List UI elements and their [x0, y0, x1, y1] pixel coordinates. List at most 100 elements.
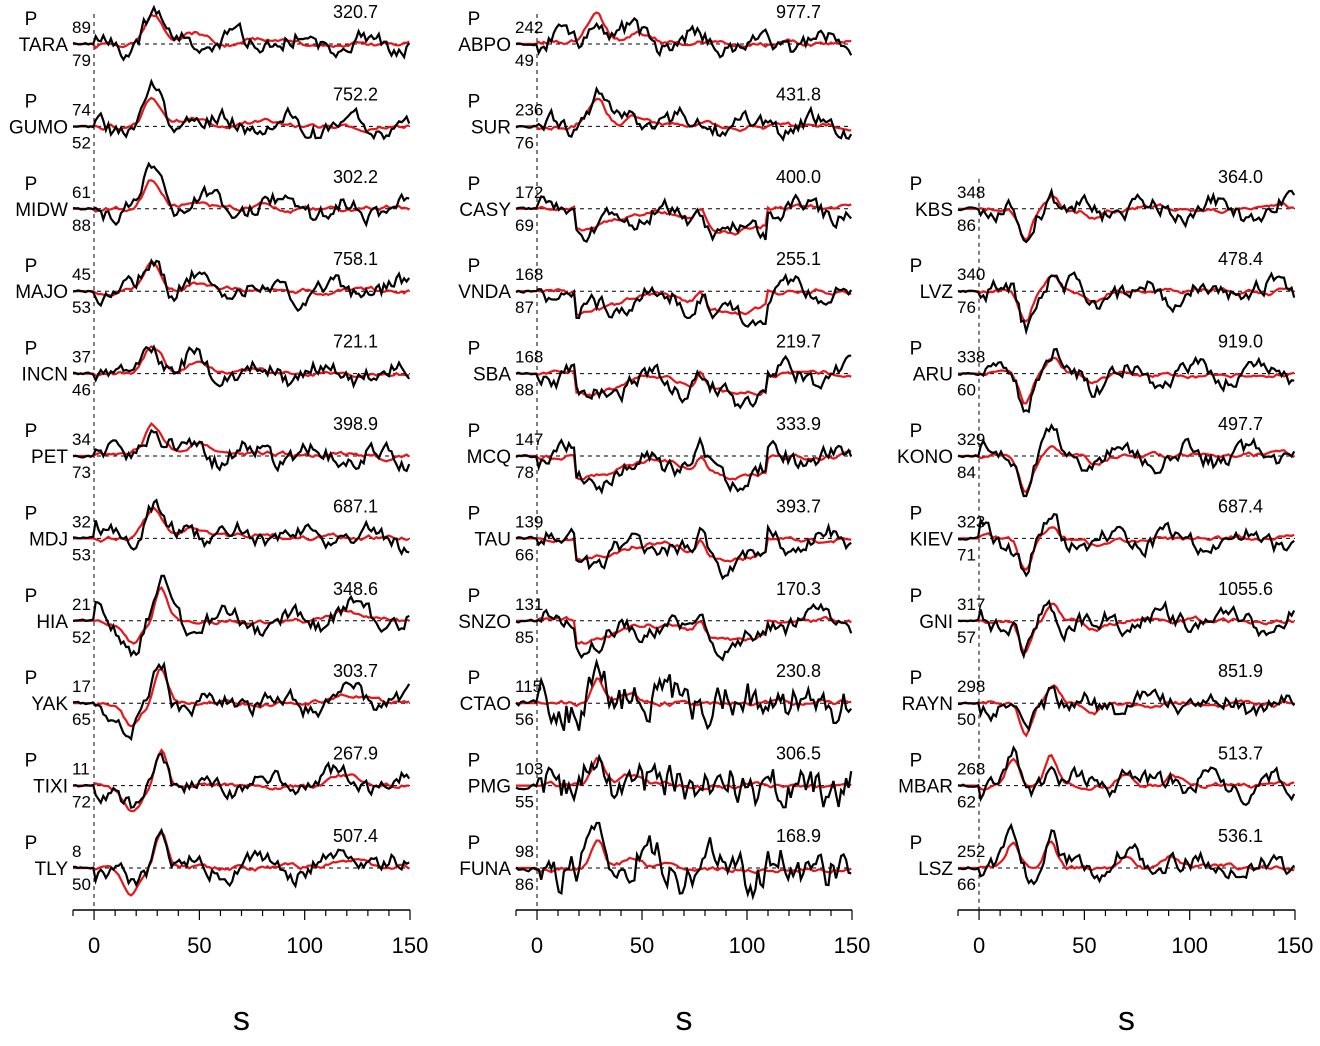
- observed-trace: [73, 827, 410, 889]
- station-distance: 50: [72, 875, 91, 894]
- peak-amplitude: 507.4: [333, 826, 378, 846]
- observed-trace: [72, 257, 411, 313]
- observed-trace: [957, 187, 1296, 244]
- peak-amplitude: 851.9: [1218, 661, 1263, 681]
- station-name: VNDA: [458, 282, 511, 303]
- station-name: SBA: [473, 365, 511, 386]
- station-name: TIXI: [33, 777, 68, 798]
- synthetic-trace: [73, 748, 410, 813]
- peak-amplitude: 721.1: [333, 332, 378, 352]
- station-azimuth: 103: [515, 760, 543, 779]
- phase-label: P: [25, 751, 38, 772]
- synthetic-trace: [516, 203, 852, 236]
- station-azimuth: 168: [515, 265, 543, 284]
- x-tick-label: 50: [630, 933, 654, 958]
- peak-amplitude: 320.7: [333, 2, 378, 22]
- peak-amplitude: 303.7: [333, 661, 378, 681]
- station-name: SNZO: [458, 612, 511, 633]
- station-azimuth: 298: [957, 677, 985, 696]
- station-distance: 76: [957, 298, 976, 317]
- observed-trace: [72, 574, 410, 658]
- x-tick-label: 150: [392, 933, 429, 958]
- synthetic-trace: [516, 369, 852, 397]
- phase-label: P: [910, 503, 923, 524]
- synthetic-trace: [958, 602, 1295, 653]
- peak-amplitude: 168.9: [776, 826, 821, 846]
- station-distance: 66: [515, 545, 534, 564]
- station-name: TARA: [19, 35, 69, 56]
- station-name: GNI: [919, 612, 953, 633]
- peak-amplitude: 400.0: [776, 167, 821, 187]
- phase-label: P: [25, 174, 38, 195]
- phase-label: P: [25, 91, 38, 112]
- station-distance: 52: [72, 628, 91, 647]
- synthetic-trace: [958, 444, 1295, 494]
- station-distance: 60: [957, 381, 976, 400]
- station-name: HIA: [36, 612, 68, 633]
- station-azimuth: 34: [72, 430, 91, 449]
- observed-trace: [957, 271, 1296, 336]
- synthetic-trace: [73, 585, 410, 645]
- station-name: PMG: [468, 777, 511, 798]
- phase-label: P: [25, 503, 38, 524]
- peak-amplitude: 398.9: [333, 414, 378, 434]
- phase-label: P: [25, 421, 38, 442]
- station-distance: 87: [515, 298, 534, 317]
- station-distance: 72: [72, 793, 91, 812]
- x-tick-label: 150: [834, 933, 871, 958]
- station-distance: 56: [515, 710, 534, 729]
- station-name: LVZ: [920, 282, 954, 303]
- phase-label: P: [910, 586, 923, 607]
- station-azimuth: 252: [957, 842, 985, 861]
- observed-trace: [72, 498, 410, 557]
- observed-trace: [72, 752, 411, 810]
- station-name: CTAO: [460, 694, 511, 715]
- synthetic-trace: [73, 345, 410, 379]
- station-name: PET: [31, 447, 68, 468]
- x-tick-label: 0: [88, 933, 100, 958]
- phase-label: P: [468, 339, 481, 360]
- peak-amplitude: 364.0: [1218, 167, 1263, 187]
- station-name: TAU: [474, 529, 511, 550]
- phase-label: P: [25, 9, 38, 30]
- station-name: CASY: [459, 200, 511, 221]
- station-distance: 85: [515, 628, 534, 647]
- station-azimuth: 45: [72, 265, 91, 284]
- observed-trace: [515, 85, 853, 142]
- station-azimuth: 242: [515, 18, 543, 37]
- station-name: KONO: [897, 447, 953, 468]
- x-tick-label: 50: [187, 933, 211, 958]
- station-distance: 73: [72, 463, 91, 482]
- observed-trace: [957, 745, 1296, 807]
- phase-label: P: [468, 503, 481, 524]
- station-distance: 57: [957, 628, 976, 647]
- peak-amplitude: 219.7: [776, 332, 821, 352]
- synthetic-trace: [516, 11, 852, 49]
- station-distance: 46: [72, 381, 91, 400]
- phase-label: P: [468, 9, 481, 30]
- station-azimuth: 268: [957, 760, 985, 779]
- synthetic-trace: [516, 536, 852, 563]
- station-name: SUR: [471, 117, 511, 138]
- station-distance: 53: [72, 545, 91, 564]
- x-axis-label: s: [1118, 1000, 1135, 1038]
- phase-label: P: [910, 421, 923, 442]
- peak-amplitude: 977.7: [776, 2, 821, 22]
- synthetic-trace: [516, 677, 852, 708]
- observed-trace: [957, 512, 1295, 578]
- phase-label: P: [25, 256, 38, 277]
- station-distance: 53: [72, 298, 91, 317]
- peak-amplitude: 687.1: [333, 496, 378, 516]
- peak-amplitude: 302.2: [333, 167, 378, 187]
- x-tick-label: 100: [286, 933, 323, 958]
- station-distance: 86: [957, 216, 976, 235]
- synthetic-trace: [516, 450, 852, 481]
- station-azimuth: 61: [72, 183, 91, 202]
- station-distance: 69: [515, 216, 534, 235]
- x-tick-label: 0: [531, 933, 543, 958]
- phase-label: P: [468, 668, 481, 689]
- peak-amplitude: 752.2: [333, 84, 378, 104]
- station-azimuth: 37: [72, 348, 91, 367]
- phase-label: P: [910, 174, 923, 195]
- station-distance: 88: [72, 216, 91, 235]
